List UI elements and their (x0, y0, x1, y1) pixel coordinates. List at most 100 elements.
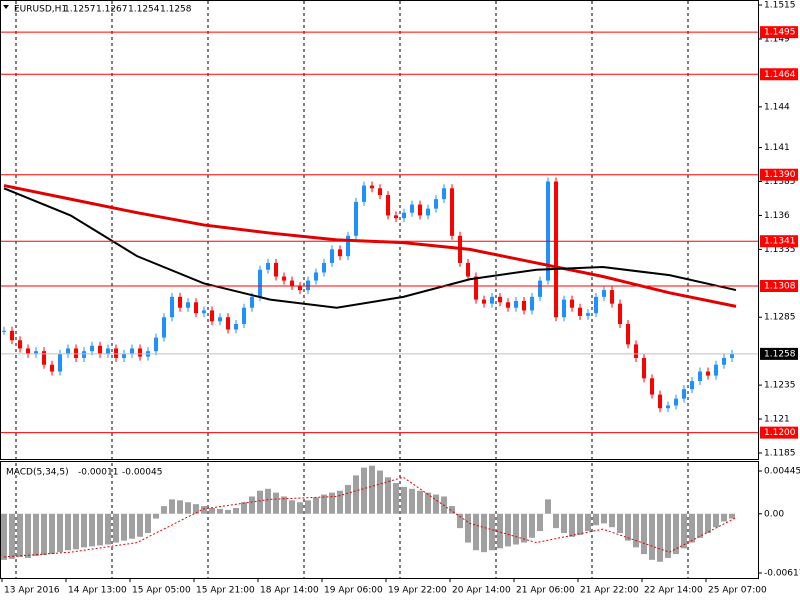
level-label: 1.1390 (764, 170, 796, 180)
candle (362, 185, 366, 202)
symbol: EURUSD,H1 (14, 5, 67, 15)
signal-line (3, 476, 737, 558)
candle (290, 280, 294, 287)
macd-bar (385, 477, 391, 514)
macd-title: MACD(5,34,5) (6, 468, 69, 478)
macd-bar (305, 500, 311, 514)
macd-bar (425, 492, 431, 514)
ohlc-value: 1.1267 (96, 5, 128, 15)
menu-arrow[interactable] (3, 5, 9, 9)
macd-bar (649, 513, 655, 560)
macd-bar (65, 513, 71, 551)
macd-bar (225, 509, 231, 514)
macd-bar (617, 513, 623, 533)
candle (626, 324, 630, 345)
candle (530, 296, 534, 311)
level-box (760, 280, 798, 293)
macd-bar (633, 513, 639, 548)
candle (602, 290, 606, 297)
macd-bar (417, 490, 423, 514)
candle (2, 330, 6, 332)
candle (618, 303, 622, 325)
x-tick-label: 20 Apr 14:00 (452, 586, 511, 596)
macd-bar (273, 492, 279, 514)
y-tick-label: 1.136 (764, 211, 790, 221)
macd-bar (705, 513, 711, 533)
candle (610, 290, 614, 304)
candle (570, 299, 574, 308)
y-tick-label: 1.144 (764, 102, 790, 112)
level-tag: 1.1200 (760, 426, 798, 439)
macd-bar (409, 488, 415, 514)
macd-bar (41, 513, 47, 556)
macd-bar (177, 500, 183, 514)
candle (90, 345, 94, 352)
candle (282, 276, 286, 281)
y-tick-label: 1.121 (764, 415, 790, 425)
candle (130, 348, 134, 354)
candle (682, 389, 686, 399)
candle (298, 286, 302, 291)
candle (546, 181, 550, 281)
macd-bar (89, 513, 95, 547)
macd-bar (185, 502, 191, 514)
candle (402, 212, 406, 219)
candle (706, 371, 710, 376)
level-box (760, 26, 798, 39)
candle (66, 348, 70, 354)
moving-average (3, 187, 737, 309)
level-tag: 1.1390 (760, 168, 798, 181)
y-tick-label: 1.1335 (764, 245, 796, 255)
macd-bar (353, 475, 359, 514)
macd-bar (233, 507, 239, 514)
macd-bar (321, 494, 327, 514)
candle (714, 364, 718, 376)
macd-bar (17, 513, 23, 557)
candle (162, 317, 166, 338)
candle (522, 300, 526, 311)
candle (138, 348, 142, 357)
macd-bar (497, 513, 503, 549)
candle (634, 344, 638, 358)
x-tick-label: 13 Apr 2016 (4, 586, 60, 596)
macd-bar (249, 496, 255, 514)
y-tick-label: 1.1235 (764, 381, 796, 391)
candle (114, 348, 118, 358)
candle (274, 262, 278, 277)
macd-bar (161, 506, 167, 514)
candle (50, 364, 54, 372)
candle (450, 188, 454, 236)
macd-bar (473, 513, 479, 551)
macd-bar (121, 513, 127, 541)
ohlc-value: 1.1257 (64, 5, 96, 15)
macd-bar (689, 513, 695, 543)
x-tick-label: 14 Apr 13:00 (68, 586, 127, 596)
candle (490, 296, 494, 304)
candle (194, 302, 198, 314)
level-label: 1.1495 (764, 28, 796, 38)
macd-bar (569, 513, 575, 537)
candle (322, 262, 326, 273)
candle (410, 204, 414, 213)
price-panel (0, 0, 759, 460)
macd-bar (625, 513, 631, 541)
macd-bar (97, 513, 103, 546)
candle (498, 296, 502, 303)
candle (434, 199, 438, 209)
candle (122, 353, 126, 358)
level-label: 1.1308 (764, 282, 796, 292)
candle (666, 405, 670, 409)
candle (658, 394, 662, 409)
candle (674, 398, 678, 406)
x-tick-label: 18 Apr 14:00 (260, 586, 319, 596)
current-label: 1.1258 (764, 349, 796, 359)
candle (722, 357, 726, 365)
macd-bar (529, 513, 535, 538)
x-tick-label: 19 Apr 22:00 (388, 586, 447, 596)
macd-bar (593, 513, 599, 526)
y-tick-label: 1.1185 (764, 448, 796, 458)
macd-bar (433, 494, 439, 514)
macd-bar (545, 499, 551, 514)
candle (218, 317, 222, 322)
macd-bar (361, 467, 367, 514)
